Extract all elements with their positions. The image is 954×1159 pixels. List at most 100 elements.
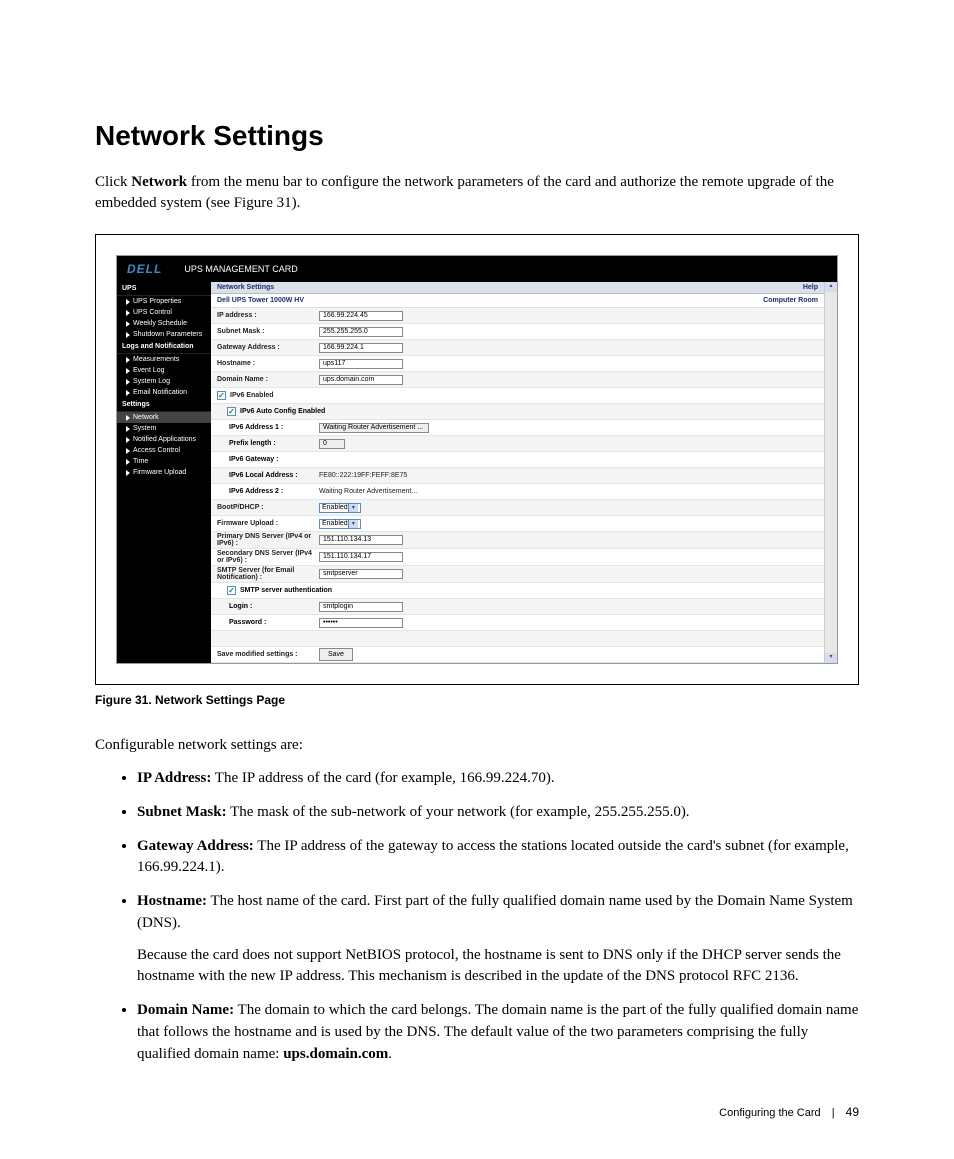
bootp-label: BootP/DHCP : [217, 504, 319, 511]
triangle-icon [126, 470, 130, 476]
ipv6-enabled-label: IPv6 Enabled [230, 392, 332, 399]
dns2-input[interactable]: 151.110.134.17 [319, 552, 403, 562]
topbar: DELL UPS MANAGEMENT CARD [117, 256, 837, 282]
scroll-up-icon[interactable]: ▴ [825, 282, 837, 292]
app-window: DELL UPS MANAGEMENT CARD UPS UPS Propert… [116, 255, 838, 664]
section-bar: Network Settings Help [211, 282, 824, 294]
sidebar-item-ups-properties[interactable]: UPS Properties [117, 296, 211, 307]
help-link[interactable]: Help [803, 284, 818, 291]
save-button[interactable]: Save [319, 648, 353, 661]
scrollbar[interactable]: ▴ ▾ [824, 282, 837, 663]
sidebar-item-notified-applications[interactable]: Notified Applications [117, 434, 211, 445]
ip-label: IP address : [217, 312, 319, 319]
sidebar-item-shutdown-parameters[interactable]: Shutdown Parameters [117, 329, 211, 340]
lead-paragraph: Configurable network settings are: [95, 735, 859, 756]
list-item: Subnet Mask: The mask of the sub-network… [137, 802, 859, 824]
footer: Configuring the Card | 49 [95, 1105, 859, 1119]
smtp-auth-checkbox[interactable]: ✓ [227, 586, 236, 595]
sidebar-head-settings: Settings [117, 398, 211, 412]
triangle-icon [126, 448, 130, 454]
triangle-icon [126, 379, 130, 385]
fw-label: Firmware Upload : [217, 520, 319, 527]
triangle-icon [126, 299, 130, 305]
login-input[interactable]: smtplogin [319, 602, 403, 612]
scroll-down-icon[interactable]: ▾ [825, 653, 837, 663]
footer-title: Configuring the Card [719, 1107, 821, 1119]
section-title: Network Settings [217, 284, 274, 291]
mask-input[interactable]: 255.255.255.0 [319, 327, 403, 337]
triangle-icon [126, 321, 130, 327]
list-item: IP Address: The IP address of the card (… [137, 768, 859, 790]
list-item: Domain Name: The domain to which the car… [137, 1000, 859, 1065]
dns1-input[interactable]: 151.110.134.13 [319, 535, 403, 545]
gw-label: Gateway Address : [217, 344, 319, 351]
sidebar-item-ups-control[interactable]: UPS Control [117, 307, 211, 318]
intro-bold: Network [131, 174, 187, 190]
intro-paragraph: Click Network from the menu bar to confi… [95, 172, 859, 214]
pw-input[interactable]: •••••• [319, 618, 403, 628]
pw-label: Password : [217, 619, 319, 626]
bootp-select[interactable]: Enabled▾ [319, 503, 361, 513]
sidebar-item-email-notification[interactable]: Email Notification [117, 387, 211, 398]
ipv6a2-val: Waiting Router Advertisement... [319, 488, 417, 495]
ipv6a2-label: IPv6 Address 2 : [217, 488, 319, 495]
dom-label: Domain Name : [217, 376, 319, 383]
sidebar-item-access-control[interactable]: Access Control [117, 445, 211, 456]
ipv6-auto-checkbox[interactable]: ✓ [227, 407, 236, 416]
triangle-icon [126, 415, 130, 421]
sidebar-item-firmware-upload[interactable]: Firmware Upload [117, 467, 211, 478]
pfx-input: 0 [319, 439, 345, 449]
dell-logo: DELL [127, 262, 162, 276]
device-row: Dell UPS Tower 1000W HV Computer Room [211, 294, 824, 308]
footer-sep: | [832, 1107, 835, 1119]
sidebar-item-time[interactable]: Time [117, 456, 211, 467]
chevron-down-icon: ▾ [348, 520, 358, 528]
sidebar-item-system[interactable]: System [117, 423, 211, 434]
gw-input[interactable]: 166.99.224.1 [319, 343, 403, 353]
login-label: Login : [217, 603, 319, 610]
save-label: Save modified settings : [217, 651, 319, 658]
pfx-label: Prefix length : [217, 440, 319, 447]
ip-input[interactable]: 166.99.224.45 [319, 311, 403, 321]
ipv6local-label: IPv6 Local Address : [217, 472, 319, 479]
sidebar-head-ups: UPS [117, 282, 211, 296]
triangle-icon [126, 310, 130, 316]
ipv6-enabled-checkbox[interactable]: ✓ [217, 391, 226, 400]
sidebar-item-network[interactable]: Network [117, 412, 211, 423]
content-panel: Network Settings Help Dell UPS Tower 100… [211, 282, 824, 663]
dns2-label: Secondary DNS Server (IPv4 or IPv6) : [217, 550, 319, 564]
chevron-down-icon: ▾ [348, 504, 358, 512]
sidebar-item-event-log[interactable]: Event Log [117, 365, 211, 376]
smtp-input[interactable]: smtpserver [319, 569, 403, 579]
triangle-icon [126, 459, 130, 465]
triangle-icon [126, 332, 130, 338]
list-item: Hostname: The host name of the card. Fir… [137, 891, 859, 988]
room-name: Computer Room [763, 297, 818, 304]
host-input[interactable]: ups117 [319, 359, 403, 369]
ipv6a1-input: Waiting Router Advertisement ... [319, 423, 429, 433]
ipv6-auto-label: IPv6 Auto Config Enabled [240, 408, 325, 415]
sidebar-item-measurements[interactable]: Measurements [117, 354, 211, 365]
sidebar: UPS UPS Properties UPS Control Weekly Sc… [117, 282, 211, 663]
sidebar-item-system-log[interactable]: System Log [117, 376, 211, 387]
list-item-sub: Because the card does not support NetBIO… [137, 945, 859, 989]
figure-caption: Figure 31. Network Settings Page [95, 693, 859, 707]
triangle-icon [126, 390, 130, 396]
page-number: 49 [846, 1105, 859, 1119]
smtp-auth-label: SMTP server authentication [240, 587, 332, 594]
fw-select[interactable]: Enabled▾ [319, 519, 361, 529]
topbar-title: UPS MANAGEMENT CARD [184, 264, 297, 274]
smtp-label: SMTP Server (for Email Notification) : [217, 567, 319, 581]
triangle-icon [126, 437, 130, 443]
intro-pre: Click [95, 174, 131, 190]
mask-label: Subnet Mask : [217, 328, 319, 335]
screenshot-frame: DELL UPS MANAGEMENT CARD UPS UPS Propert… [95, 234, 859, 685]
triangle-icon [126, 368, 130, 374]
dns1-label: Primary DNS Server (IPv4 or IPv6) : [217, 533, 319, 547]
ipv6gw-label: IPv6 Gateway : [217, 456, 319, 463]
dom-input[interactable]: ups.domain.com [319, 375, 403, 385]
list-item: Gateway Address: The IP address of the g… [137, 836, 859, 880]
sidebar-item-weekly-schedule[interactable]: Weekly Schedule [117, 318, 211, 329]
intro-post: from the menu bar to configure the netwo… [95, 174, 834, 211]
triangle-icon [126, 426, 130, 432]
